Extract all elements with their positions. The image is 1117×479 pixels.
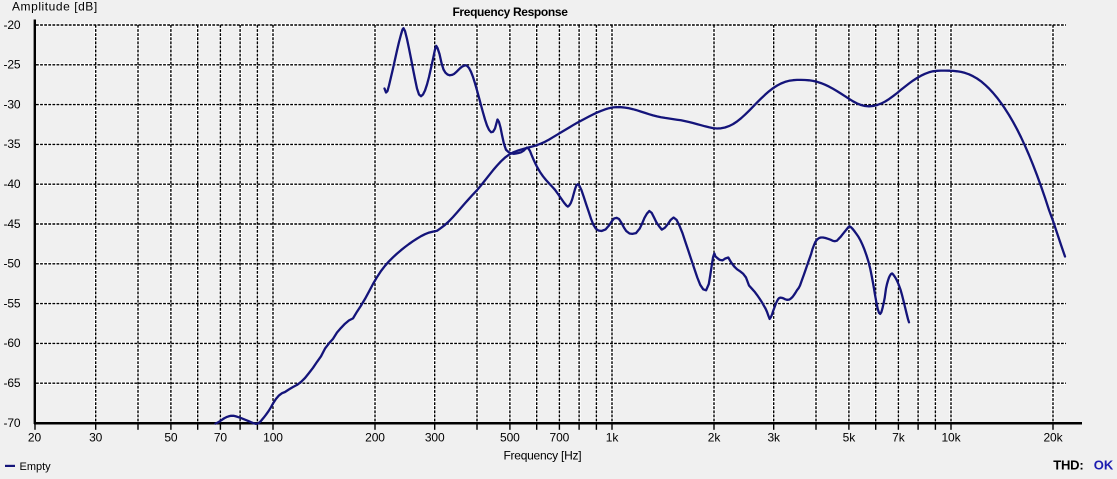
- svg-text:-55: -55: [3, 296, 20, 310]
- svg-text:-30: -30: [3, 97, 20, 111]
- svg-text:-20: -20: [3, 18, 20, 32]
- svg-text:-65: -65: [3, 376, 20, 390]
- svg-text:1k: 1k: [606, 430, 620, 444]
- svg-text:-25: -25: [3, 58, 20, 72]
- svg-text:2k: 2k: [708, 430, 722, 444]
- svg-text:500: 500: [500, 430, 520, 444]
- svg-text:200: 200: [365, 430, 385, 444]
- svg-text:70: 70: [214, 430, 228, 444]
- svg-text:-45: -45: [3, 217, 20, 231]
- svg-text:100: 100: [263, 430, 283, 444]
- svg-text:-50: -50: [3, 257, 20, 271]
- svg-text:-60: -60: [3, 336, 20, 350]
- svg-text:20: 20: [28, 430, 42, 444]
- svg-text:Frequency Response: Frequency Response: [452, 5, 568, 19]
- svg-text:Amplitude [dB]: Amplitude [dB]: [12, 0, 98, 14]
- svg-text:-35: -35: [3, 137, 20, 151]
- svg-text:50: 50: [164, 430, 178, 444]
- svg-text:20k: 20k: [1043, 430, 1063, 444]
- svg-text:Frequency [Hz]: Frequency [Hz]: [503, 449, 581, 463]
- svg-text:THD:: THD:: [1053, 457, 1083, 472]
- svg-text:10k: 10k: [941, 430, 961, 444]
- svg-text:7k: 7k: [892, 430, 906, 444]
- svg-text:-40: -40: [3, 177, 20, 191]
- svg-text:30: 30: [89, 430, 103, 444]
- svg-text:5k: 5k: [843, 430, 857, 444]
- svg-text:700: 700: [550, 430, 570, 444]
- svg-text:300: 300: [425, 430, 445, 444]
- svg-text:-70: -70: [3, 416, 20, 430]
- svg-text:OK: OK: [1094, 457, 1114, 472]
- svg-text:Empty: Empty: [20, 461, 52, 473]
- svg-text:3k: 3k: [767, 430, 781, 444]
